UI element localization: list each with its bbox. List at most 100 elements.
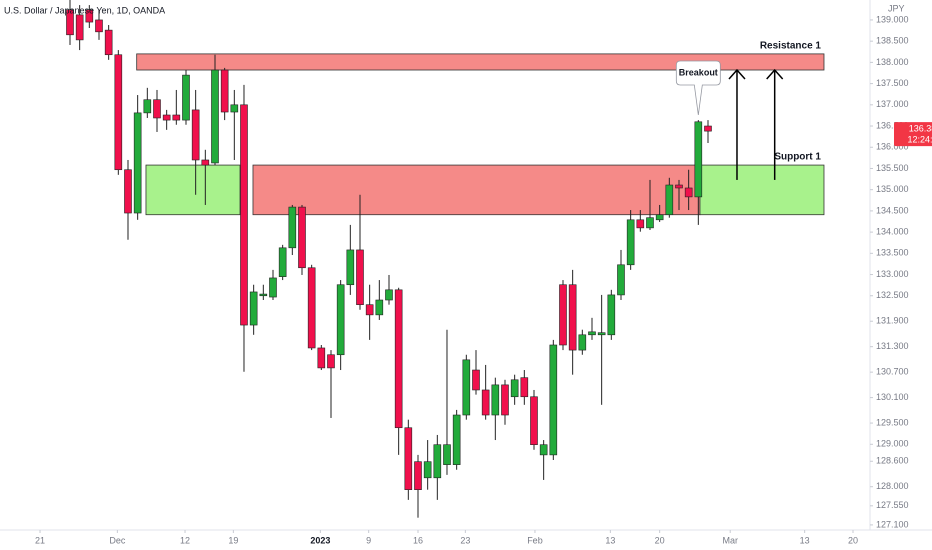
zone bbox=[252, 164, 701, 216]
candle-body bbox=[617, 264, 625, 296]
candle-body bbox=[636, 219, 645, 229]
y-tick-label: 128.000 bbox=[876, 481, 909, 491]
x-tick-label: 21 bbox=[35, 535, 45, 545]
candle-body bbox=[201, 159, 210, 166]
candle-body bbox=[665, 184, 674, 216]
candle-body bbox=[423, 461, 432, 479]
zone-label: Resistance 1 bbox=[760, 41, 822, 52]
x-tick-label: 13 bbox=[800, 535, 810, 545]
candle-body bbox=[211, 69, 219, 164]
last-price-box bbox=[894, 122, 932, 147]
candle-body bbox=[568, 284, 577, 351]
last-price-label: 136.380 bbox=[909, 123, 932, 133]
candle-body bbox=[143, 99, 152, 114]
y-tick-label: 131.300 bbox=[876, 341, 909, 351]
y-tick-label: 138.000 bbox=[876, 57, 909, 67]
candle-body bbox=[133, 112, 142, 214]
y-tick-label: 139.000 bbox=[876, 14, 909, 24]
y-tick-label: 136.500 bbox=[876, 120, 909, 130]
candle-body bbox=[704, 125, 712, 132]
candle-body bbox=[520, 377, 529, 398]
y-tick-label: 134.000 bbox=[876, 226, 909, 236]
candle-body bbox=[104, 29, 113, 56]
candle-body bbox=[510, 379, 519, 398]
candle-body bbox=[472, 369, 480, 391]
y-tick-label: 137.000 bbox=[876, 99, 909, 109]
candle-body bbox=[646, 217, 654, 229]
y-tick-label: 129.000 bbox=[876, 439, 909, 449]
callout-box bbox=[675, 60, 721, 116]
y-tick-label: 130.700 bbox=[876, 367, 909, 377]
candle-body bbox=[240, 104, 248, 326]
candle-body bbox=[481, 389, 490, 416]
candle-body bbox=[404, 427, 413, 490]
candle-body bbox=[327, 354, 335, 369]
candle-body bbox=[694, 121, 703, 198]
candle-body bbox=[588, 331, 596, 336]
y-tick-label: 135.000 bbox=[876, 184, 909, 194]
candle-body bbox=[433, 444, 442, 479]
candle-body bbox=[365, 304, 374, 316]
candle-body bbox=[578, 334, 587, 351]
candle-body bbox=[182, 74, 190, 121]
y-tick-label: 130.100 bbox=[876, 392, 909, 402]
y-tick-label: 129.500 bbox=[876, 417, 909, 427]
candle-body bbox=[288, 206, 297, 249]
x-tick-label: 13 bbox=[605, 535, 615, 545]
x-tick-label: 2023 bbox=[310, 535, 330, 545]
candle-body bbox=[491, 384, 500, 416]
y-tick-label: 134.500 bbox=[876, 205, 909, 215]
candle-body bbox=[153, 99, 161, 119]
y-tick-label: 133.000 bbox=[876, 269, 909, 279]
candle-body bbox=[230, 104, 239, 113]
y-tick-label: 137.500 bbox=[876, 78, 909, 88]
callout-text: Breakout bbox=[679, 67, 718, 77]
zone bbox=[145, 164, 241, 216]
y-tick-label: 136.000 bbox=[876, 142, 909, 152]
candle-body bbox=[443, 444, 451, 465]
zone bbox=[699, 164, 825, 216]
x-tick-label: 20 bbox=[848, 535, 858, 545]
candle-body bbox=[607, 294, 616, 336]
candle-body bbox=[278, 247, 287, 277]
candle-body bbox=[220, 69, 229, 113]
candle-body bbox=[191, 109, 200, 161]
x-tick-label: 20 bbox=[655, 535, 665, 545]
candle-body bbox=[675, 184, 683, 189]
candle-body bbox=[336, 284, 345, 356]
candle-body bbox=[394, 289, 403, 429]
candle-body bbox=[501, 384, 509, 416]
x-tick-label: 23 bbox=[460, 535, 470, 545]
x-tick-label: 9 bbox=[366, 535, 371, 545]
x-tick-label: Mar bbox=[722, 535, 738, 545]
candle-body bbox=[298, 206, 306, 269]
candle-body bbox=[124, 169, 132, 214]
candle-body bbox=[549, 344, 558, 456]
candle-body bbox=[162, 114, 171, 121]
candle-body bbox=[385, 289, 393, 301]
candle-body bbox=[66, 9, 74, 36]
candle-body bbox=[597, 332, 606, 336]
y-tick-label: 133.500 bbox=[876, 248, 909, 258]
candle-body bbox=[356, 249, 364, 305]
candle-body bbox=[172, 114, 181, 121]
y-tick-label: 128.600 bbox=[876, 456, 909, 466]
candle-body bbox=[530, 396, 538, 446]
x-tick-label: Dec bbox=[109, 535, 126, 545]
candle-body bbox=[559, 284, 567, 346]
currency-label: JPY bbox=[888, 3, 905, 13]
y-tick-label: 132.500 bbox=[876, 290, 909, 300]
x-tick-label: 19 bbox=[228, 535, 238, 545]
candle-body bbox=[317, 347, 326, 369]
candle-body bbox=[346, 249, 355, 286]
candle-body bbox=[75, 14, 84, 41]
chart-title: U.S. Dollar / Japanese Yen, 1D, OANDA bbox=[4, 5, 165, 15]
candle-body bbox=[462, 359, 471, 416]
x-tick-label: 12 bbox=[180, 535, 190, 545]
x-tick-label: Feb bbox=[527, 535, 543, 545]
candle-body bbox=[85, 9, 94, 23]
candle-body bbox=[539, 444, 548, 456]
